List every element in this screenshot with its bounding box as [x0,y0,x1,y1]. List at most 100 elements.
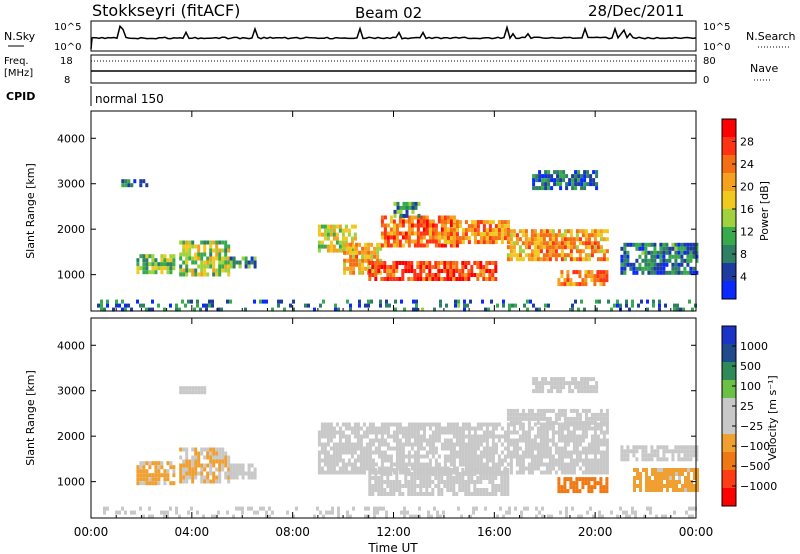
power-cell [361,246,365,251]
velocity-cell [593,458,597,463]
nsky-tick-bottom: 10^0 [54,42,81,53]
velocity-cell [224,471,228,476]
velocity-cell [326,426,330,431]
power-cell [184,303,187,308]
velocity-cell [497,438,501,443]
velocity-cell [589,506,592,511]
power-cell [635,258,639,263]
velocity-cell [452,476,456,480]
velocity-cell [566,489,570,494]
velocity-cell [380,476,384,480]
power-cell [394,307,397,312]
velocity-cell [605,462,609,467]
power-cell [668,254,672,259]
power-cell [419,231,423,236]
power-cell [544,170,548,175]
power-cell [491,220,495,225]
velocity-cell [673,510,676,515]
power-cell [583,182,587,187]
velocity-cell [446,426,450,431]
velocity-cell [578,426,582,431]
velocity-cell [473,442,477,447]
power-cell [443,243,447,248]
power-cell [374,265,378,269]
power-cell [497,220,501,225]
velocity-cell [548,438,552,443]
velocity-cell [410,454,414,459]
velocity-cell [506,454,510,459]
power-colorbar-swatch [722,173,736,192]
velocity-cell [452,426,456,431]
velocity-cell [235,471,239,476]
velocity-cell [496,514,499,519]
velocity-cell [416,442,420,447]
velocity-cell [470,476,474,480]
power-cell [431,239,435,244]
velocity-cell [386,480,390,484]
velocity-cell [565,514,568,519]
velocity-cell [377,492,381,496]
velocity-cell [151,481,155,486]
power-cell [289,303,292,308]
velocity-ytick-label: 2000 [57,430,85,443]
velocity-cell [660,488,663,492]
velocity-cell [681,484,684,488]
power-cell [595,307,598,312]
velocity-cell [548,462,552,467]
power-cell [347,232,351,237]
velocity-cell [332,454,336,459]
power-cell [422,215,426,220]
velocity-cell [449,462,453,467]
velocity-cell [500,462,504,467]
power-cell [364,250,368,255]
velocity-cell [218,471,222,476]
power-cell [623,258,627,263]
velocity-cell [407,450,411,455]
velocity-cell [446,480,450,484]
power-cell [407,269,411,273]
velocity-cell [545,442,549,447]
velocity-cell [530,462,534,467]
power-cell [148,254,152,259]
power-cell [536,249,540,254]
power-cell [344,224,348,229]
power-cell [610,307,613,312]
velocity-cell [386,472,390,476]
velocity-cell [365,454,369,459]
power-cell [535,178,539,183]
velocity-cell [392,430,396,435]
velocity-cell [660,472,663,476]
velocity-cell [506,446,510,451]
velocity-cell [341,434,345,439]
velocity-cell [247,467,251,472]
velocity-cell [452,442,456,447]
velocity-cell [452,430,456,435]
velocity-cell [494,446,498,451]
power-cell [352,266,356,271]
velocity-cell [335,470,339,475]
power-cell [380,215,384,220]
power-cell [175,303,178,308]
velocity-cell [179,463,183,468]
velocity-cell [446,484,450,488]
velocity-cell [410,476,414,480]
power-cell [440,261,444,265]
velocity-cell [103,510,106,515]
power-cell [572,241,576,246]
velocity-cell [428,484,432,488]
velocity-cell [206,475,210,480]
power-cell [419,265,423,269]
velocity-cell [227,475,231,480]
power-cell [163,262,167,267]
power-cell [679,307,682,312]
velocity-cell [566,442,570,447]
velocity-cell [422,422,426,427]
power-cell [680,258,684,263]
power-cell [443,236,447,241]
velocity-cell [332,462,336,467]
power-cell [644,258,648,263]
velocity-cell [250,463,254,468]
power-cell [680,250,684,255]
velocity-cell [590,470,594,475]
velocity-cell [648,484,651,488]
